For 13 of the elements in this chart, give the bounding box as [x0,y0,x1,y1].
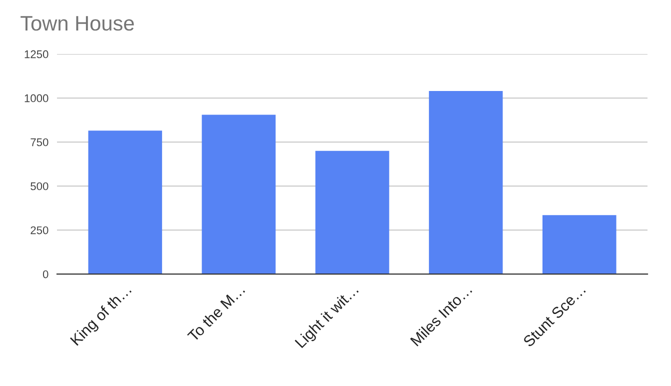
bar [88,130,162,274]
y-tick-label: 1000 [24,94,48,102]
y-tick-label: 250 [30,226,48,234]
bar [202,114,276,274]
y-tick-label: 500 [30,182,48,190]
bar [542,215,616,274]
bar [315,150,390,274]
y-tick-label: 0 [42,270,48,278]
y-tick-label: 750 [30,138,48,146]
y-tick-label: 1250 [24,50,48,58]
bar [428,91,503,274]
chart-title: Town House [20,16,134,31]
x-tick-label: To the M… [186,284,246,342]
